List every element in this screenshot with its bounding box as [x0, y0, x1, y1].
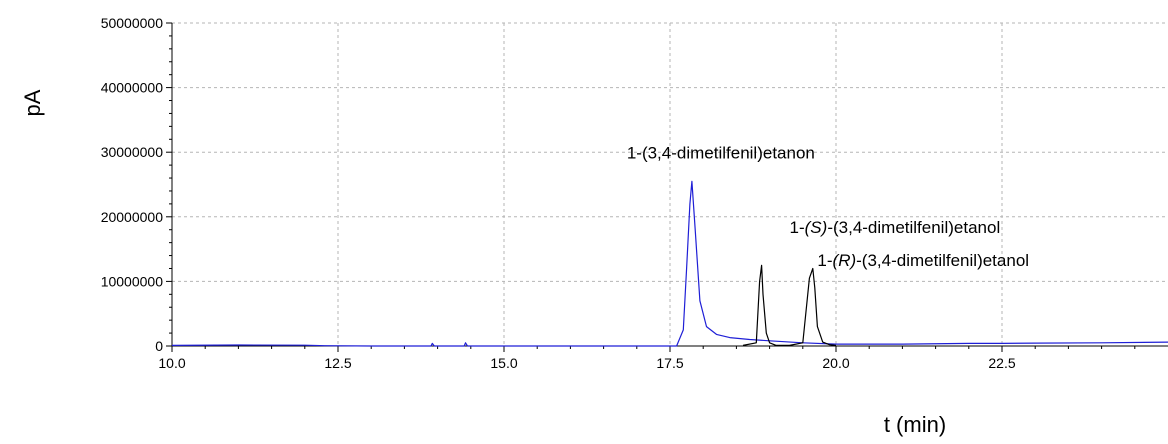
x-tick-label: 12.5	[324, 355, 351, 371]
annotation-stereo-label: (R)	[833, 251, 857, 270]
annotation-layer: 1-(3,4-dimetilfenil)etanon1-(S)-(3,4-dim…	[627, 144, 1029, 270]
series-line-0	[171, 180, 1168, 347]
x-tick-label: 10.0	[158, 355, 185, 371]
y-tick-label: 50000000	[101, 15, 164, 31]
peak-annotation-0: 1-(3,4-dimetilfenil)etanon	[627, 144, 815, 163]
grid-layer	[172, 22, 1168, 346]
x-tick-label: 17.5	[656, 355, 683, 371]
y-tick-label: 30000000	[101, 144, 164, 160]
x-tick-label: 15.0	[490, 355, 517, 371]
series-layer	[171, 180, 1168, 347]
y-axis-title: pA	[20, 89, 45, 116]
y-tick-label: 40000000	[101, 80, 164, 96]
annotation-text-part: -(3,4-dimetilfenil)etanol	[856, 251, 1029, 270]
x-axis-title: t (min)	[884, 412, 946, 437]
y-tick-label: 0	[155, 338, 163, 354]
annotation-text-part: 1-(3,4-dimetilfenil)etanon	[627, 144, 815, 163]
annotation-text-part: 1-	[817, 251, 832, 270]
x-tick-label: 20.0	[822, 355, 849, 371]
series-line-1	[742, 264, 837, 346]
annotation-text-part: -(3,4-dimetilfenil)etanol	[827, 218, 1000, 237]
y-tick-label: 10000000	[101, 273, 164, 289]
ticks-layer: 0 10000000 20000000 30000000 40000000 5000000…	[101, 15, 1136, 371]
peak-annotation-1: 1-(S)-(3,4-dimetilfenil)etanol	[790, 218, 1001, 237]
x-tick-label: 22.5	[988, 355, 1015, 371]
annotation-text-part: 1-	[790, 218, 805, 237]
y-tick-label: 20000000	[101, 209, 164, 225]
annotation-stereo-label: (S)	[805, 218, 828, 237]
peak-annotation-2: 1-(R)-(3,4-dimetilfenil)etanol	[817, 251, 1029, 270]
